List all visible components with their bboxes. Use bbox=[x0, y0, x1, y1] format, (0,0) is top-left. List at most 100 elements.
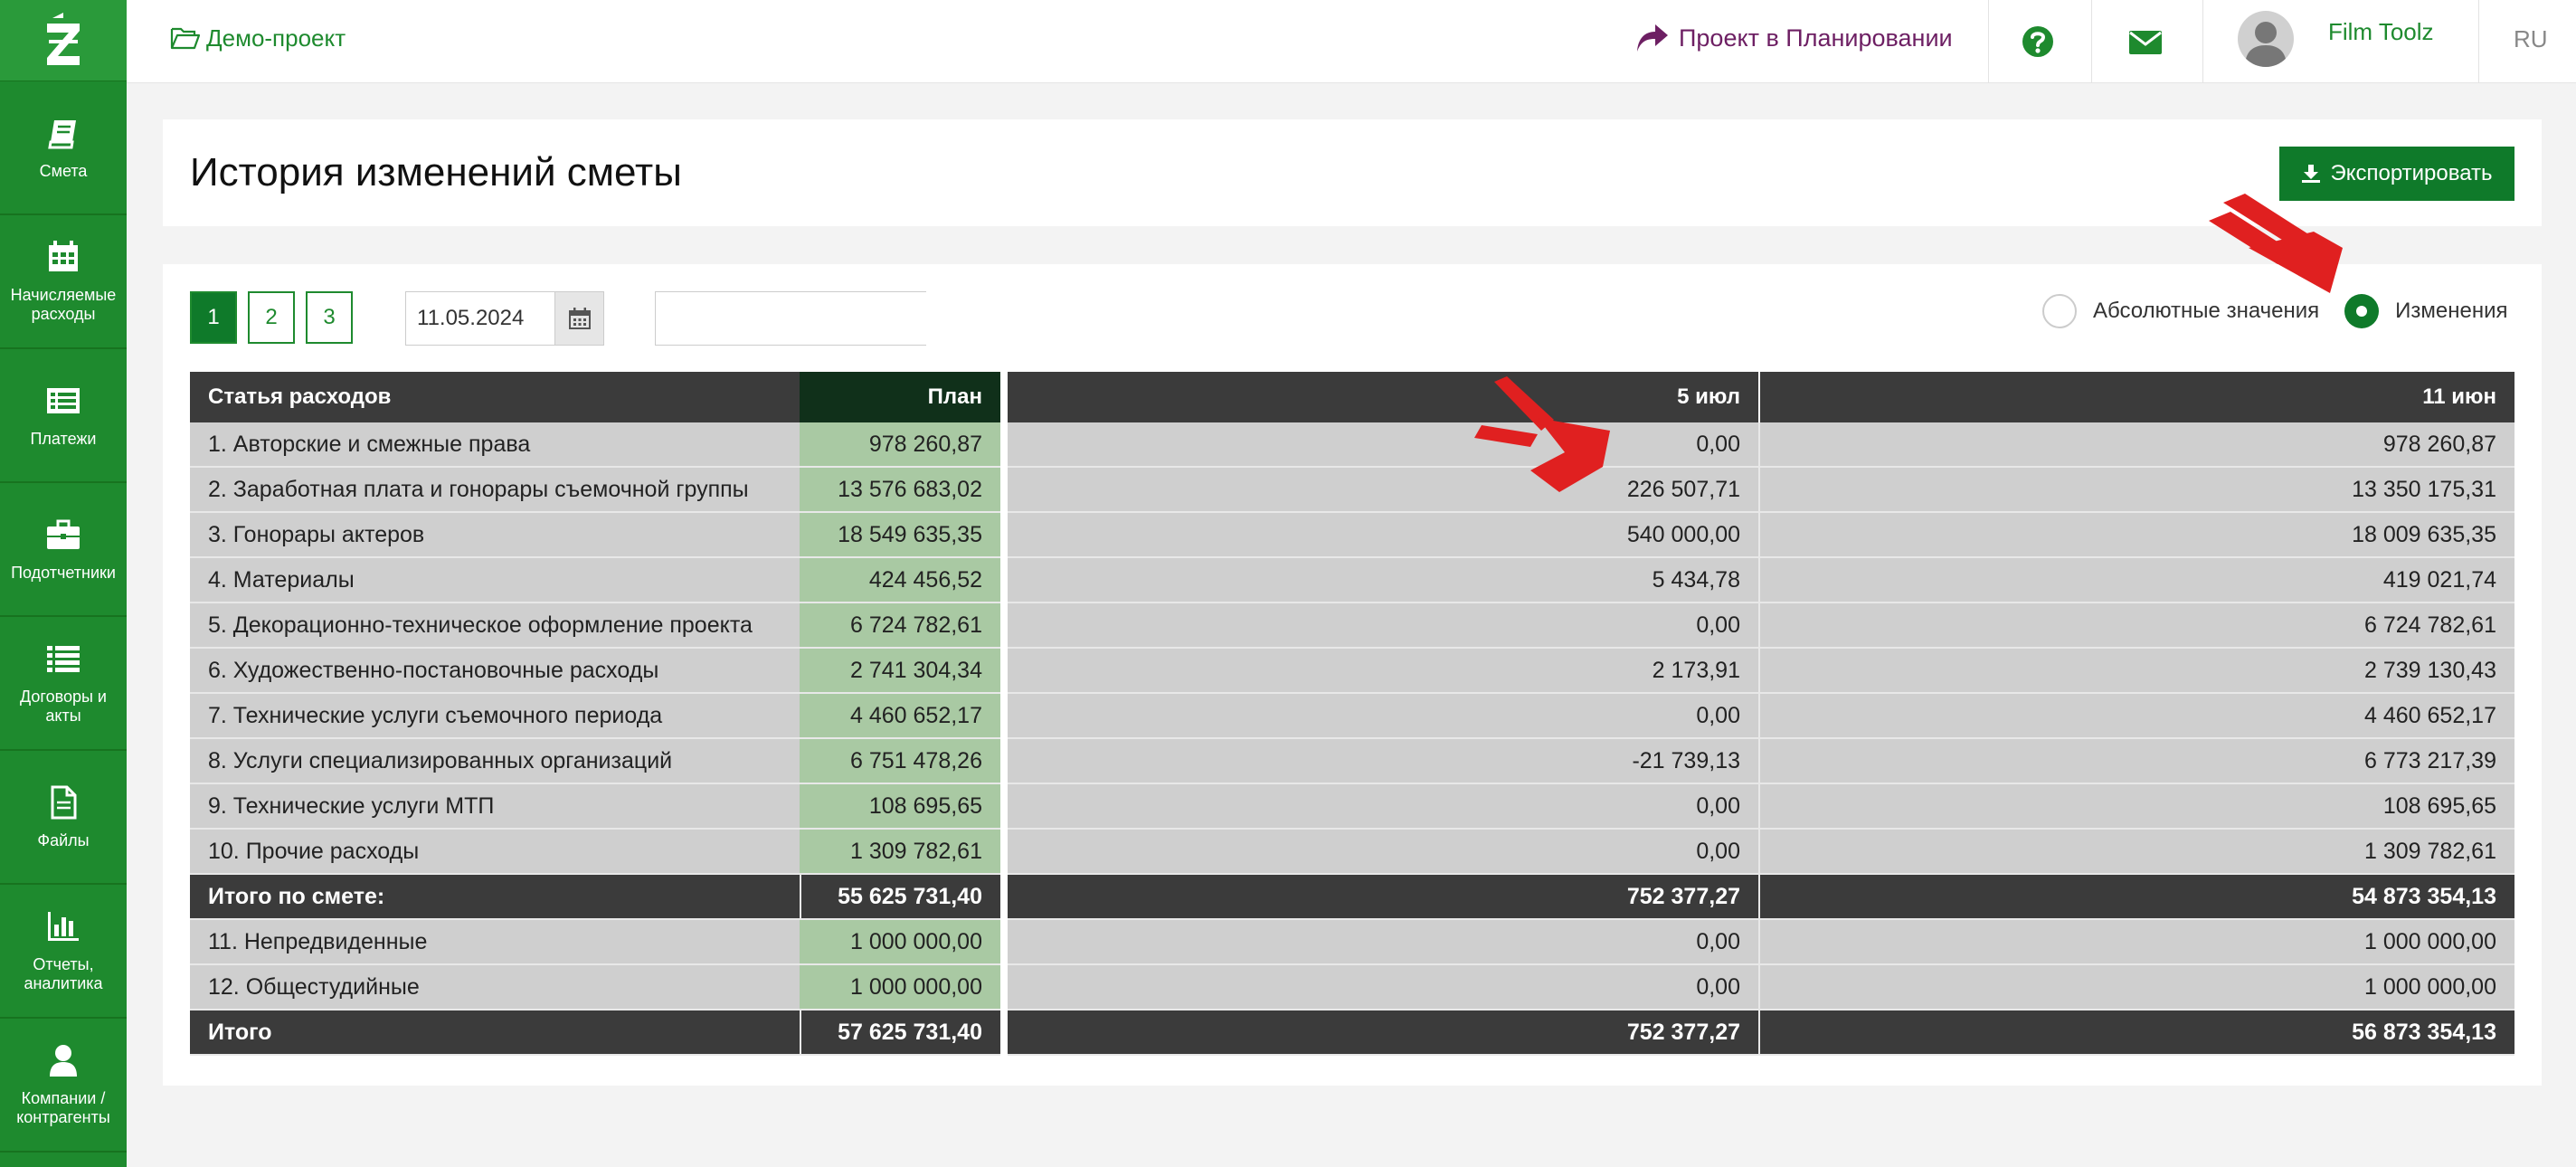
download-icon bbox=[2302, 165, 2321, 183]
sidebar-item-files[interactable]: Файлы bbox=[0, 751, 127, 885]
cell-expense-item: 5. Декорационно-техническое оформление п… bbox=[190, 603, 800, 649]
project-breadcrumb[interactable]: Демо-проект bbox=[170, 24, 346, 52]
export-button[interactable]: Экспортировать bbox=[2279, 147, 2514, 201]
radio-absolute-values[interactable]: Абсолютные значения bbox=[2042, 294, 2319, 328]
column-gap bbox=[1000, 920, 1008, 965]
mail-icon[interactable] bbox=[2127, 24, 2164, 60]
table-row[interactable]: 2. Заработная плата и гонорары съемочной… bbox=[190, 468, 2514, 513]
column-gap bbox=[1000, 784, 1008, 830]
column-gap bbox=[1000, 830, 1008, 875]
language-switcher[interactable]: RU bbox=[2514, 25, 2548, 52]
export-button-label: Экспортировать bbox=[2330, 161, 2493, 185]
table-row[interactable]: 8. Услуги специализированных организаций… bbox=[190, 739, 2514, 784]
cell-plan: 108 695,65 bbox=[800, 784, 1000, 830]
page-button-1[interactable]: 1 bbox=[190, 291, 237, 344]
cell-plan: 13 576 683,02 bbox=[800, 468, 1000, 513]
table-row[interactable]: 4. Материалы 424 456,52 5 434,78 419 021,74 bbox=[190, 558, 2514, 603]
radio-changes[interactable]: Изменения bbox=[2344, 294, 2508, 328]
cell-version-2: 1 309 782,61 bbox=[1760, 830, 2514, 875]
cell-plan: 6 724 782,61 bbox=[800, 603, 1000, 649]
sidebar-item-companies[interactable]: Компании / контрагенты bbox=[0, 1019, 127, 1153]
cell-expense-item: 7. Технические услуги съемочного периода bbox=[190, 694, 800, 739]
cell-version-2: 4 460 652,17 bbox=[1760, 694, 2514, 739]
header-plan[interactable]: План bbox=[800, 372, 1000, 422]
project-planning-label: Проект в Планировании bbox=[1679, 24, 1953, 52]
annotation-arrow-icon bbox=[1474, 376, 1610, 492]
cell-version-2: 978 260,87 bbox=[1760, 422, 2514, 468]
table-row[interactable]: 9. Технические услуги МТП 108 695,65 0,00 1… bbox=[190, 784, 2514, 830]
project-name: Демо-проект bbox=[206, 24, 346, 52]
subtotal-row[interactable]: Итого по смете: 55 625 731,40 752 377,27 54… bbox=[190, 875, 2514, 920]
column-gap bbox=[1000, 468, 1008, 513]
cell-version-2: 6 773 217,39 bbox=[1760, 739, 2514, 784]
sidebar-item-accrued-expenses[interactable]: Начисляемые расходы bbox=[0, 215, 127, 349]
cell-expense-item: 8. Услуги специализированных организаций bbox=[190, 739, 800, 784]
table-row[interactable]: 10. Прочие расходы 1 309 782,61 0,00 1 309 … bbox=[190, 830, 2514, 875]
header-expense-item[interactable]: Статья расходов bbox=[190, 372, 800, 422]
cell-plan: 978 260,87 bbox=[800, 422, 1000, 468]
divider bbox=[2478, 0, 2479, 83]
cell-plan: 1 000 000,00 bbox=[800, 965, 1000, 1010]
cell-version-2: 108 695,65 bbox=[1760, 784, 2514, 830]
cell-expense-item: 11. Непредвиденные bbox=[190, 920, 800, 965]
radio-label: Изменения bbox=[2395, 299, 2508, 323]
column-gap bbox=[1000, 372, 1008, 422]
search-box[interactable] bbox=[655, 291, 936, 346]
table-row[interactable]: 11. Непредвиденные 1 000 000,00 0,00 1 000 … bbox=[190, 920, 2514, 965]
cell-expense-item: Итого bbox=[190, 1010, 800, 1056]
sidebar-item-estimate[interactable]: Смета bbox=[0, 81, 127, 215]
sidebar-item-payments[interactable]: Платежи bbox=[0, 349, 127, 483]
total-row[interactable]: Итого 57 625 731,40 752 377,27 56 873 354,1… bbox=[190, 1010, 2514, 1056]
user-icon bbox=[45, 1042, 81, 1078]
column-gap bbox=[1000, 558, 1008, 603]
table-row[interactable]: 6. Художественно-постановочные расходы 2 … bbox=[190, 649, 2514, 694]
date-picker[interactable]: 11.05.2024 bbox=[405, 291, 604, 346]
cell-version-1: -21 739,13 bbox=[1008, 739, 1760, 784]
user-name: Film Toolz bbox=[2328, 17, 2434, 45]
page-button-3[interactable]: 3 bbox=[306, 291, 353, 344]
search-input[interactable] bbox=[676, 292, 936, 345]
table-row[interactable]: 5. Декорационно-техническое оформление п… bbox=[190, 603, 2514, 649]
table-row[interactable]: 1. Авторские и смежные права 978 260,87 0,… bbox=[190, 422, 2514, 468]
sidebar-item-contracts[interactable]: Договоры и акты bbox=[0, 617, 127, 751]
table-row[interactable]: 7. Технические услуги съемочного периода… bbox=[190, 694, 2514, 739]
sidebar-item-accountable-persons[interactable]: Подотчетники bbox=[0, 483, 127, 617]
cell-version-2: 2 739 130,43 bbox=[1760, 649, 2514, 694]
calendar-icon[interactable] bbox=[554, 292, 603, 345]
cell-version-2: 56 873 354,13 bbox=[1760, 1010, 2514, 1056]
project-planning-link[interactable]: Проект в Планировании bbox=[1635, 20, 1953, 56]
table-header-row: Статья расходов План 5 июл 11 июн bbox=[190, 372, 2514, 422]
column-gap bbox=[1000, 875, 1008, 920]
bar-chart-icon bbox=[45, 908, 81, 944]
app-logo[interactable] bbox=[0, 0, 127, 81]
column-gap bbox=[1000, 513, 1008, 558]
list-icon bbox=[45, 640, 81, 677]
user-menu[interactable]: Film Toolz bbox=[2238, 9, 2434, 69]
logo-icon bbox=[47, 12, 80, 65]
cell-version-1: 0,00 bbox=[1008, 965, 1760, 1010]
sidebar-item-reports[interactable]: Отчеты, аналитика bbox=[0, 885, 127, 1019]
history-table: Статья расходов План 5 июл 11 июн 1. Авт… bbox=[190, 372, 2514, 1056]
cell-expense-item: 10. Прочие расходы bbox=[190, 830, 800, 875]
radio-button[interactable] bbox=[2344, 294, 2380, 328]
radio-button[interactable] bbox=[2042, 294, 2077, 328]
date-field[interactable]: 11.05.2024 bbox=[417, 306, 525, 330]
cell-version-1: 752 377,27 bbox=[1008, 875, 1760, 920]
cell-version-1: 2 173,91 bbox=[1008, 649, 1760, 694]
cell-expense-item: 4. Материалы bbox=[190, 558, 800, 603]
table-row[interactable]: 12. Общестудийные 1 000 000,00 0,00 1 000 0… bbox=[190, 965, 2514, 1010]
cell-plan: 18 549 635,35 bbox=[800, 513, 1000, 558]
table-row[interactable]: 3. Гонорары актеров 18 549 635,35 540 000,… bbox=[190, 513, 2514, 558]
file-icon bbox=[45, 784, 81, 821]
help-icon[interactable] bbox=[2020, 24, 2056, 60]
sidebar-item-label: Подотчетники bbox=[11, 563, 116, 582]
header-version-1[interactable]: 5 июл bbox=[1008, 372, 1760, 422]
page-button-2[interactable]: 2 bbox=[248, 291, 295, 344]
cell-expense-item: 2. Заработная плата и гонорары съемочной… bbox=[190, 468, 800, 513]
list-card-icon bbox=[45, 383, 81, 419]
cell-version-1: 0,00 bbox=[1008, 422, 1760, 468]
sidebar-item-label: Файлы bbox=[37, 830, 90, 849]
header-version-2[interactable]: 11 июн bbox=[1760, 372, 2514, 422]
cell-version-2: 6 724 782,61 bbox=[1760, 603, 2514, 649]
book-icon bbox=[45, 115, 81, 151]
